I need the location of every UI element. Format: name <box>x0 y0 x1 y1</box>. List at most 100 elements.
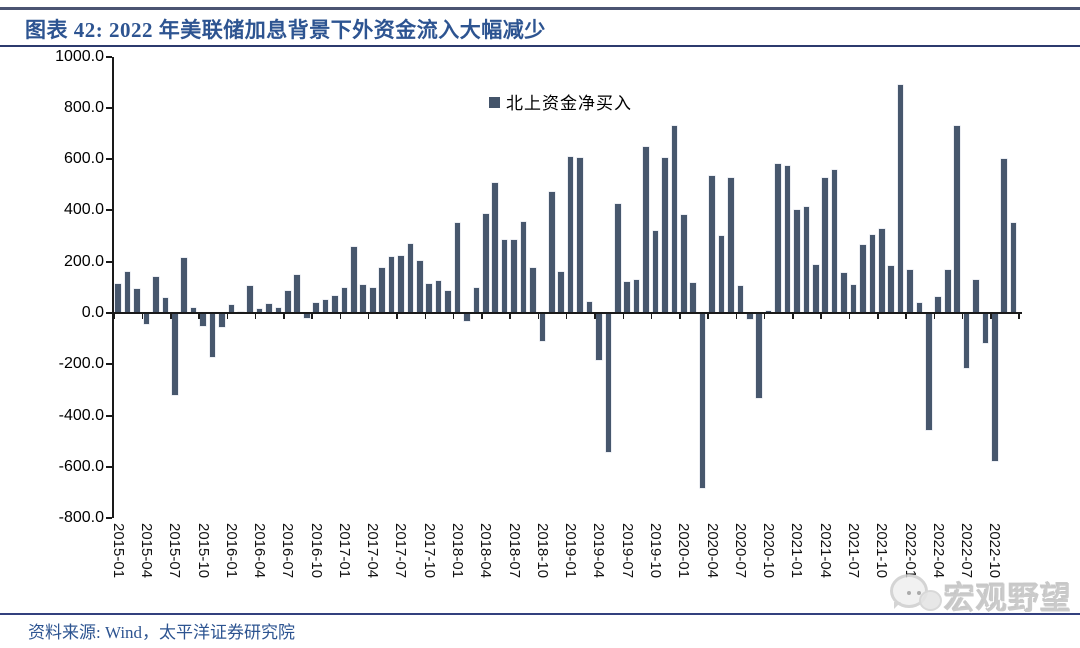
bar-2022-02 <box>916 302 923 313</box>
x-axis-tick <box>283 314 285 319</box>
x-tick-label-2017-01: 2017-01 <box>335 523 353 579</box>
bar-2019-10 <box>652 230 659 313</box>
x-axis-tick <box>311 314 313 319</box>
bar-2020-04 <box>709 176 715 313</box>
bar-2017-12 <box>445 291 451 313</box>
x-axis-tick <box>961 314 964 319</box>
x-axis-tick <box>565 314 568 319</box>
bar-2017-10 <box>426 283 433 313</box>
bar-2021-05 <box>831 170 838 313</box>
x-axis-tick <box>537 314 540 319</box>
bar-2021-11 <box>888 265 894 313</box>
y-tick-label-1000: 1000.0 <box>55 47 104 65</box>
bar-2016-03 <box>247 285 253 313</box>
x-tick-label-2016-04: 2016-04 <box>251 523 269 579</box>
x-tick-label-2018-10: 2018-10 <box>533 523 551 579</box>
x-tick-label-2019-10: 2019-10 <box>646 523 664 579</box>
x-axis-tick <box>650 314 653 319</box>
y-axis-tick <box>106 517 112 520</box>
y-axis-tick <box>106 55 112 58</box>
y-axis-tick <box>106 260 112 263</box>
x-tick-label-2015-01: 2015-01 <box>109 523 127 579</box>
x-axis-tick <box>877 314 879 319</box>
bar-2022-12 <box>1010 223 1017 313</box>
bar-2020-09 <box>756 314 762 399</box>
bar-2017-02 <box>351 247 357 313</box>
bar-2021-01 <box>794 210 800 313</box>
x-axis-tick <box>396 314 398 319</box>
y-tick-label--400: -400.0 <box>58 406 104 424</box>
bar-2015-06 <box>162 297 169 313</box>
bar-2018-04 <box>483 213 489 313</box>
bar-2021-08 <box>860 244 866 313</box>
bar-2016-10 <box>313 302 319 313</box>
bar-2020-11 <box>775 164 781 313</box>
bar-2016-01 <box>228 304 235 313</box>
x-axis-tick <box>905 314 907 319</box>
bar-2020-12 <box>784 166 791 313</box>
x-axis-tick <box>424 314 427 319</box>
watermark-text: 宏观野望 <box>944 581 1072 616</box>
bar-2019-08 <box>633 279 640 313</box>
top-border-rule <box>0 7 1080 10</box>
y-axis <box>112 56 114 519</box>
bar-2022-03 <box>926 314 932 430</box>
bar-2018-08 <box>520 221 527 313</box>
bar-2021-12 <box>897 84 904 313</box>
title-divider-rule <box>0 45 1080 47</box>
legend-label: 北上资金净买入 <box>506 94 632 113</box>
x-axis-tick <box>254 314 257 319</box>
bar-2021-02 <box>803 207 810 313</box>
x-axis-tick <box>198 314 200 319</box>
bar-2017-05 <box>379 268 385 313</box>
bar-2015-08 <box>181 258 187 313</box>
x-axis-tick <box>707 314 709 319</box>
x-tick-label-2016-07: 2016-07 <box>279 523 297 579</box>
bar-2015-12 <box>219 314 225 328</box>
x-axis-tick <box>452 314 455 319</box>
footer-divider-rule <box>0 613 1080 615</box>
bar-2015-10 <box>200 314 206 326</box>
y-tick-label-0: 0.0 <box>81 304 104 321</box>
bar-2022-10 <box>992 314 998 461</box>
bar-2021-04 <box>822 178 828 313</box>
y-tick-label--800: -800.0 <box>58 509 104 527</box>
bar-2015-02 <box>124 272 131 313</box>
bar-2016-11 <box>322 299 329 313</box>
bar-2019-01 <box>567 157 574 313</box>
bar-2015-01 <box>115 284 121 313</box>
bar-2020-10 <box>765 310 772 313</box>
figure-title: 图表 42: 2022 年美联储加息背景下外资金流入大幅减少 <box>25 18 546 42</box>
bar-2019-03 <box>586 301 593 313</box>
y-axis-tick <box>106 209 112 212</box>
bar-2017-11 <box>435 281 442 313</box>
x-tick-label-2018-07: 2018-07 <box>505 523 523 579</box>
bar-2019-07 <box>624 281 630 313</box>
bar-2019-09 <box>643 147 649 313</box>
x-axis-tick <box>509 314 511 319</box>
x-axis-tick <box>933 314 936 319</box>
bar-2016-05 <box>266 303 272 313</box>
bar-2020-06 <box>728 177 734 313</box>
x-tick-label-2020-10: 2020-10 <box>760 523 778 579</box>
x-tick-label-2018-04: 2018-04 <box>477 523 495 579</box>
y-axis-tick <box>106 312 112 314</box>
y-tick-label-800: 800.0 <box>63 98 104 116</box>
bar-2021-07 <box>850 285 857 313</box>
x-axis-tick <box>481 314 483 319</box>
bar-2016-04 <box>256 308 263 313</box>
y-axis-tick <box>106 106 112 109</box>
bar-2022-05 <box>944 269 951 313</box>
x-tick-label-2018-01: 2018-01 <box>449 523 467 579</box>
bar-2021-06 <box>841 273 847 313</box>
x-tick-label-2017-07: 2017-07 <box>392 523 410 579</box>
bar-2021-09 <box>869 235 876 313</box>
x-tick-label-2017-04: 2017-04 <box>364 523 382 579</box>
bar-2016-07 <box>285 291 291 313</box>
x-tick-label-2019-04: 2019-04 <box>590 523 608 579</box>
x-axis-tick <box>679 314 681 319</box>
bar-2020-02 <box>690 283 696 313</box>
bar-2022-06 <box>954 125 960 313</box>
bar-2022-07 <box>963 314 970 369</box>
